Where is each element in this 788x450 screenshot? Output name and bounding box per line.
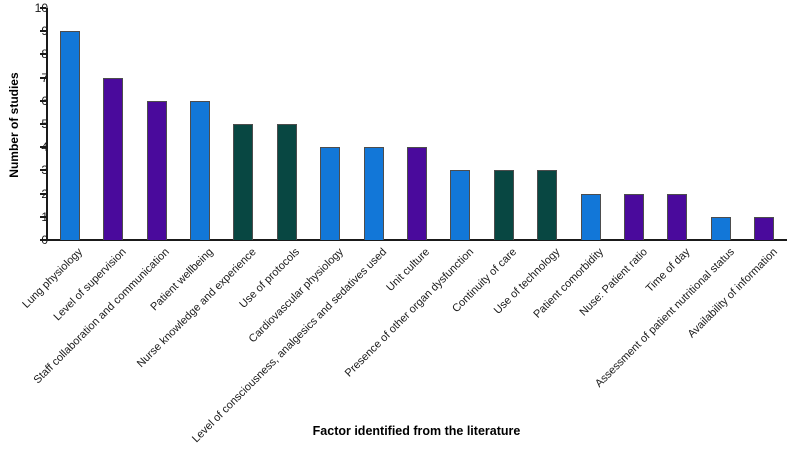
x-axis-title: Factor identified from the literature <box>312 424 521 438</box>
bar <box>710 216 731 240</box>
y-axis-title: Number of studies <box>7 72 21 178</box>
bar <box>276 124 297 240</box>
y-tick-label: 6 <box>41 93 48 108</box>
y-tick-label: 8 <box>41 47 48 62</box>
bar <box>624 193 645 240</box>
y-tick <box>40 76 46 79</box>
bar <box>320 147 341 240</box>
y-tick <box>40 30 46 33</box>
bar <box>146 100 167 240</box>
y-tick-label: 0 <box>41 233 48 247</box>
y-tick <box>40 192 46 195</box>
x-tick-label: Availability of information <box>685 246 780 341</box>
y-tick <box>40 99 46 102</box>
y-tick <box>40 215 46 218</box>
bar <box>537 170 558 240</box>
y-tick <box>40 53 46 56</box>
y-tick <box>40 146 46 149</box>
bar <box>667 193 688 240</box>
bar <box>450 170 471 240</box>
y-tick-label: 5 <box>41 117 48 131</box>
bar <box>103 77 124 240</box>
bar <box>580 193 601 240</box>
bar <box>363 147 384 240</box>
y-tick-label: 4 <box>41 140 48 155</box>
bar <box>233 124 254 240</box>
y-tick <box>40 169 46 172</box>
y-tick-label: 9 <box>41 24 48 39</box>
bar <box>189 100 210 240</box>
y-tick-label: 7 <box>41 70 48 85</box>
y-tick <box>40 123 46 125</box>
bar <box>59 31 80 240</box>
y-tick <box>40 239 46 241</box>
y-axis-line <box>46 8 48 241</box>
bar <box>493 170 514 240</box>
x-axis-line <box>46 239 787 241</box>
bar <box>407 147 427 240</box>
y-tick-label: 2 <box>41 186 48 201</box>
bar <box>754 216 775 240</box>
y-tick-label: 3 <box>41 163 48 178</box>
y-tick-label: 1 <box>41 209 48 224</box>
y-tick-label: 10 <box>34 1 48 15</box>
y-tick <box>40 7 46 9</box>
